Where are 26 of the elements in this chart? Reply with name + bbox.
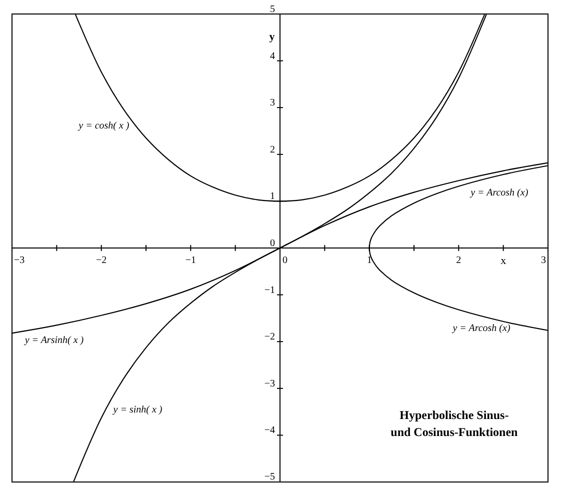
y-axis-title: y: [269, 31, 276, 43]
y-tick-label: −3: [264, 378, 275, 390]
annotation: y = sinh( x ): [112, 404, 163, 416]
y-tick-label: 3: [270, 98, 275, 109]
y-tick-label: 1: [270, 191, 275, 202]
y-tick-label: 5: [270, 4, 275, 15]
x-tick-label: −3: [14, 255, 25, 266]
y-tick-label: 4: [270, 50, 275, 62]
x-tick-label: 2: [456, 255, 462, 266]
y-tick-label: 2: [270, 144, 275, 156]
x-tick-label: −1: [185, 255, 196, 266]
annotation: y = Arcosh (x): [470, 187, 529, 198]
x-tick-label: 0: [282, 255, 288, 266]
y-tick-label: 0: [270, 238, 275, 249]
x-tick-label: −2: [96, 255, 107, 266]
x-tick-label: 3: [541, 255, 546, 266]
y-tick-label: −5: [264, 472, 275, 482]
text: Hyperbolische Sinus- und Cosinus-Funktionen: [390, 408, 518, 439]
x-axis-title: x: [500, 255, 507, 267]
annotation: y = cosh( x ): [78, 120, 130, 132]
annotation: y = Arsinh( x ): [24, 334, 84, 346]
y-tick-label: −1: [264, 284, 275, 296]
annotation: y = Arcosh (x): [452, 322, 511, 334]
y-tick-label: −4: [264, 425, 275, 436]
x-tick-label: 1: [366, 255, 372, 266]
y-tick-label: −2: [264, 332, 275, 343]
